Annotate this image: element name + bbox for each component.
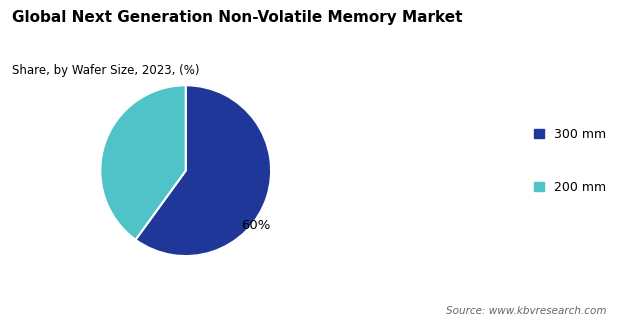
Wedge shape	[100, 85, 186, 240]
Text: Source: www.kbvresearch.com: Source: www.kbvresearch.com	[446, 306, 607, 316]
Legend: 300 mm, 200 mm: 300 mm, 200 mm	[534, 128, 607, 194]
Text: 60%: 60%	[241, 219, 271, 232]
Text: Share, by Wafer Size, 2023, (%): Share, by Wafer Size, 2023, (%)	[12, 64, 200, 77]
Wedge shape	[136, 85, 271, 256]
Text: Global Next Generation Non-Volatile Memory Market: Global Next Generation Non-Volatile Memo…	[12, 10, 463, 25]
